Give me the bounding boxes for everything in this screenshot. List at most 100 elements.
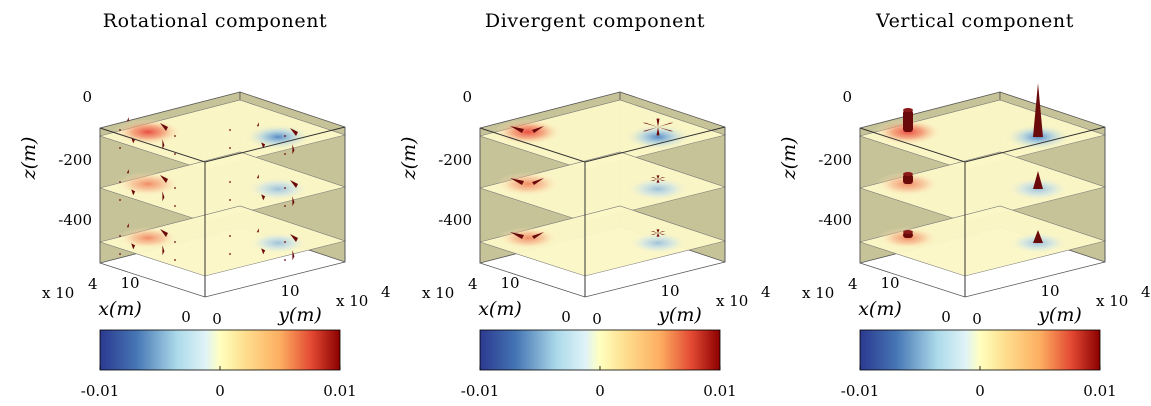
z-tick-label: 0 <box>842 88 852 106</box>
vector-glyph <box>256 174 259 179</box>
blue-anomaly <box>244 124 312 150</box>
colorbar <box>99 329 341 371</box>
vector-dot <box>119 129 121 131</box>
colorbar-tick-label: 0 <box>215 382 225 400</box>
colorbar-tick-label: -0.01 <box>81 382 119 400</box>
x-exponent-power: 4 <box>848 275 858 293</box>
vector-cone <box>1033 230 1043 243</box>
x-exponent-label: x 10 <box>42 284 74 302</box>
vector-glyph <box>256 228 259 233</box>
vector-cone <box>1033 171 1043 189</box>
colorbar-tick-label: -0.01 <box>841 382 879 400</box>
colorbar <box>479 329 721 371</box>
panel-divergent: Divergent component 0 -200 -400 z(m) 10 0 x(m) 0… <box>398 10 771 400</box>
vector-glyph <box>642 127 658 132</box>
y-axis-label: y(m) <box>1037 304 1082 326</box>
blue-anomaly <box>628 232 688 254</box>
vector-cone <box>1033 83 1043 137</box>
x-tick-label: 0 <box>181 308 191 326</box>
vector-dot <box>229 253 231 255</box>
vector-glyph <box>290 180 298 188</box>
z-tick-label: -200 <box>58 151 92 169</box>
y-axis-label: y(m) <box>657 304 702 326</box>
z-axis-label: z(m) <box>18 137 40 181</box>
vector-glyph <box>126 169 129 174</box>
vector-dot <box>284 241 286 243</box>
red-anomaly <box>494 119 562 145</box>
y-exponent-label: x 10 <box>716 292 748 310</box>
vector-glyph <box>658 231 666 233</box>
vector-column <box>903 110 913 132</box>
vector-column-top <box>903 172 913 176</box>
blue-anomaly <box>626 177 690 201</box>
chart-title: Vertical component <box>875 10 1074 32</box>
vector-dot <box>174 187 176 189</box>
colorbar-tick-label: 0 <box>975 382 985 400</box>
vector-glyph <box>261 194 266 201</box>
vector-glyph <box>131 243 136 250</box>
red-anomaly <box>496 172 560 196</box>
vector-dot <box>119 199 121 201</box>
vector-glyph <box>126 117 129 122</box>
x-tick-label: 10 <box>500 274 519 292</box>
y-tick-label: 10 <box>280 282 299 300</box>
vector-glyph <box>532 232 544 239</box>
vector-dot <box>284 135 286 137</box>
panel-vertical: Vertical component 0 -200 -400 z(m) 10 0 x(m) 0 1… <box>778 10 1151 400</box>
vector-glyph <box>290 128 298 136</box>
red-anomaly <box>116 172 180 196</box>
x-exponent-label: x 10 <box>802 284 834 302</box>
z-tick-label: -400 <box>818 211 852 229</box>
vector-column-top <box>903 230 913 234</box>
z-axis-label: z(m) <box>398 137 420 181</box>
vector-glyph <box>510 232 524 239</box>
colorbar-tick-label: 0.01 <box>703 382 736 400</box>
y-tick-label: 10 <box>1040 282 1059 300</box>
vector-glyph <box>658 179 666 181</box>
vector-glyph <box>656 233 660 237</box>
vector-glyph <box>650 231 658 233</box>
vector-glyph <box>656 175 660 179</box>
z-axis-label: z(m) <box>778 137 800 181</box>
x-exponent-power: 4 <box>88 275 98 293</box>
colorbar <box>859 329 1101 371</box>
cube-bottom-edge <box>859 261 1106 298</box>
y-exponent-label: x 10 <box>1096 292 1128 310</box>
vector-dot <box>284 205 286 207</box>
vector-glyph <box>131 189 136 196</box>
cube-bottom-edge <box>479 261 726 298</box>
z-tick-label: -400 <box>58 211 92 229</box>
z-tick-label: -200 <box>438 151 472 169</box>
vector-dot <box>284 153 286 155</box>
vector-glyph <box>656 118 660 127</box>
vector-glyph <box>656 127 660 136</box>
y-tick-label: 0 <box>972 310 982 328</box>
vector-dot <box>284 187 286 189</box>
x-axis-label: x(m) <box>478 298 522 320</box>
y-exponent-power: 4 <box>761 283 771 301</box>
z-tick-label: -400 <box>438 211 472 229</box>
vector-dot <box>119 147 121 149</box>
vector-glyph <box>160 175 168 183</box>
vector-dot <box>174 241 176 243</box>
x-tick-label: 0 <box>941 308 951 326</box>
vector-glyph <box>656 179 660 183</box>
vector-glyph <box>162 191 165 202</box>
x-tick-label: 0 <box>561 308 571 326</box>
colorbar-tick-label: 0.01 <box>1083 382 1116 400</box>
colorbar-tick-label: 0.01 <box>323 382 356 400</box>
vector-glyph <box>162 139 165 150</box>
vector-dot <box>229 235 231 237</box>
vector-glyph <box>292 250 295 261</box>
vector-dot <box>174 153 176 155</box>
vector-dot <box>284 259 286 261</box>
vector-glyph <box>510 178 524 185</box>
vector-glyph <box>532 126 544 133</box>
colorbar-tick-label: -0.01 <box>461 382 499 400</box>
vector-glyph <box>292 196 295 207</box>
vector-dot <box>174 135 176 137</box>
vector-glyph <box>126 223 129 228</box>
vector-glyph <box>656 229 660 233</box>
x-axis-label: x(m) <box>98 298 142 320</box>
